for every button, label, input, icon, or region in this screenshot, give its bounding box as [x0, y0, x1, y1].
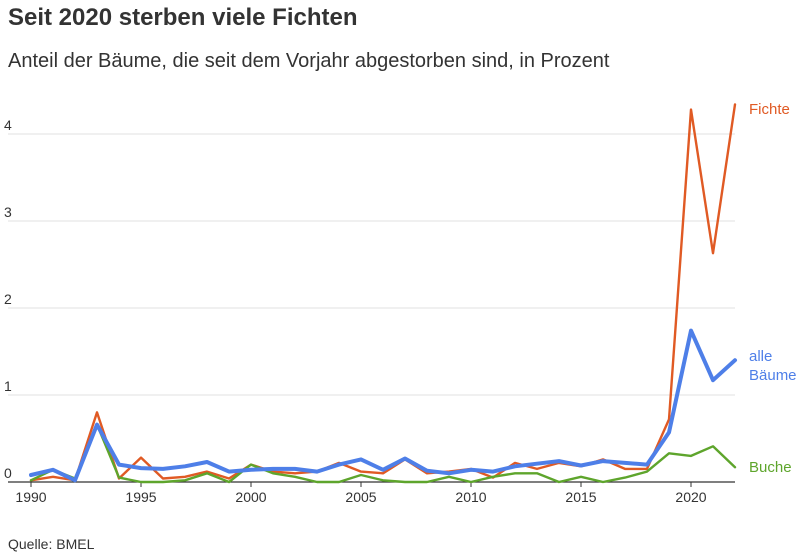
- series-line-fichte: [29, 103, 737, 482]
- x-tick-label: 2000: [235, 489, 266, 505]
- x-tick-labels: 1990 1995 2000 2005 2010 2015 2020: [15, 482, 707, 505]
- x-tick-label: 2015: [565, 489, 596, 505]
- series-line-buche: [29, 423, 737, 484]
- x-tick-label: 2005: [345, 489, 376, 505]
- gridlines: [8, 133, 735, 483]
- x-tick-label: 2010: [455, 489, 486, 505]
- series-label: Fichte: [749, 101, 790, 118]
- x-tick-label: 2020: [675, 489, 706, 505]
- y-tick-label: 2: [4, 291, 12, 307]
- y-tick-label: 3: [4, 204, 12, 220]
- chart-title: Seit 2020 sterben viele Fichten: [8, 4, 358, 31]
- series-line-alle-bäume: [29, 328, 737, 483]
- series-label: alle Bäume: [749, 348, 797, 384]
- x-tick-label: 1990: [15, 489, 46, 505]
- y-tick-label: 0: [4, 465, 12, 481]
- series-labels: Fichte Buche alle Bäume: [749, 101, 797, 476]
- series-lines: [29, 103, 737, 484]
- source-note: Quelle: BMEL: [8, 536, 95, 552]
- x-tick-label: 1995: [125, 489, 156, 505]
- y-tick-labels: 0 1 2 3 4: [4, 117, 12, 481]
- y-tick-label: 1: [4, 378, 12, 394]
- y-tick-label: 4: [4, 117, 12, 133]
- series-label: Buche: [749, 459, 792, 476]
- chart-subtitle: Anteil der Bäume, die seit dem Vorjahr a…: [8, 50, 610, 72]
